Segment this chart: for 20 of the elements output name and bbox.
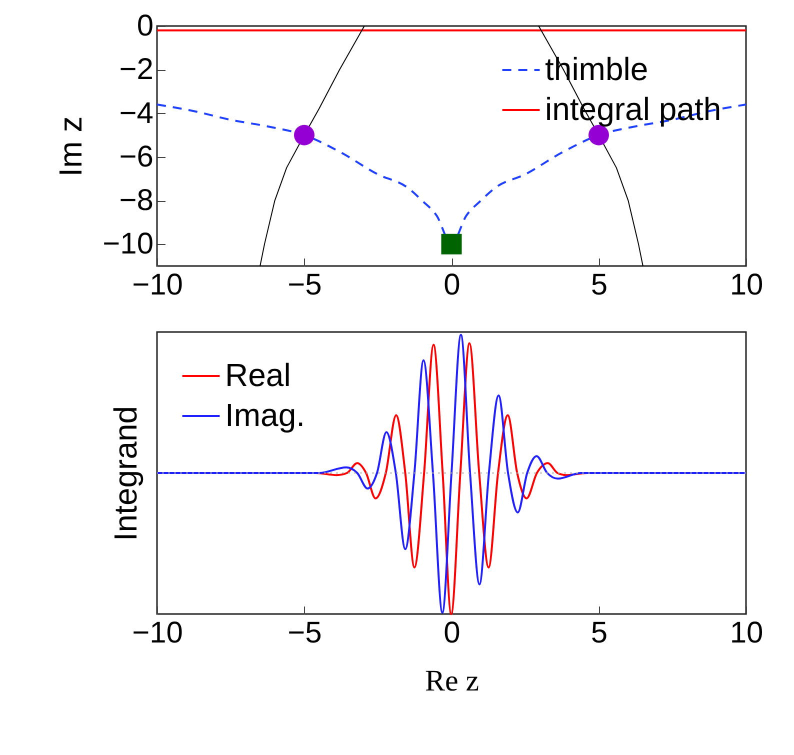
y-tick-label: −2 [119, 53, 154, 86]
x-tick-label: −5 [288, 616, 322, 650]
legend-label: Real [225, 357, 291, 393]
y-tick-label: −10 [102, 228, 154, 261]
line-series [260, 26, 365, 266]
x-tick-label: 5 [590, 268, 608, 302]
x-tick-label: 5 [590, 616, 608, 650]
x-tick-label: −5 [288, 268, 322, 302]
x-tick-label: 0 [444, 616, 460, 650]
y-axis-title: Integrand [108, 406, 144, 542]
y-axis-title: Im z [52, 116, 89, 177]
y-tick-label: −4 [119, 96, 154, 130]
x-tick-label: 0 [444, 268, 460, 302]
x-tick-label: 10 [730, 616, 764, 650]
y-tick-label: −6 [119, 140, 154, 174]
legend-label: Imag. [225, 397, 306, 433]
x-axis-title: Re z [424, 664, 480, 698]
x-tick-label: 10 [730, 268, 764, 302]
y-tick-label: 0 [136, 10, 154, 42]
y-tick-label: −8 [119, 184, 154, 218]
